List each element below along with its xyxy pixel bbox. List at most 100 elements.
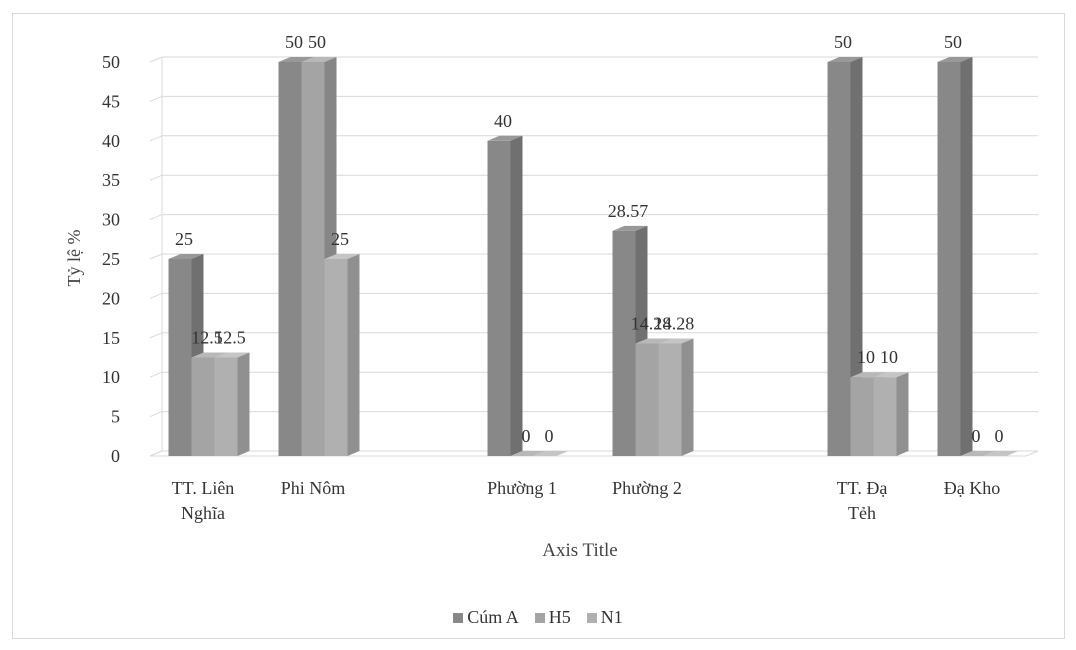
y-tick-label: 45 <box>102 91 120 111</box>
x-tick-label: Phường 1 <box>487 478 557 498</box>
data-label: 0 <box>972 426 981 446</box>
data-label: 0 <box>522 426 531 446</box>
gridline-depth <box>149 174 163 181</box>
legend-label: H5 <box>548 607 571 627</box>
data-label: 0 <box>995 426 1004 446</box>
bar-front <box>937 62 961 456</box>
bar-side <box>681 338 694 456</box>
bar-top <box>635 338 671 344</box>
y-tick-label: 5 <box>111 407 120 427</box>
gridline-depth <box>149 253 163 260</box>
y-tick-label: 40 <box>102 131 120 151</box>
data-label: 50 <box>834 32 852 52</box>
data-label: 25 <box>331 229 349 249</box>
y-tick-label: 20 <box>102 288 120 308</box>
legend-item: Cúm A <box>453 607 519 628</box>
y-tick-label: 35 <box>102 170 120 190</box>
legend-swatch <box>586 612 597 623</box>
y-tick-label: 25 <box>102 249 120 269</box>
bar <box>937 57 973 456</box>
bar <box>487 135 523 457</box>
gridline-depth <box>149 95 163 102</box>
bar-front <box>324 259 348 456</box>
y-tick-label: 15 <box>102 328 120 348</box>
bar-top <box>658 338 694 344</box>
bar-front <box>658 343 682 456</box>
bar <box>827 57 863 456</box>
gridline-depth <box>149 56 163 63</box>
x-tick-label: TT. Đạ <box>837 478 888 498</box>
data-label: 14.28 <box>631 313 672 333</box>
y-tick-label: 50 <box>102 52 120 72</box>
data-label: 50 <box>944 32 962 52</box>
bar <box>510 451 546 456</box>
y-axis-title: Tỷ lệ % <box>64 230 84 287</box>
x-tick-label: Nghĩa <box>181 503 225 523</box>
data-label: 28.57 <box>608 201 649 221</box>
floor-edge <box>1025 450 1039 457</box>
data-label: 50 <box>308 32 326 52</box>
legend-swatch <box>534 612 545 623</box>
bar-top <box>214 352 250 358</box>
data-label: 25 <box>175 229 193 249</box>
x-tick-label: Phường 2 <box>612 478 682 498</box>
bar-top <box>278 57 314 62</box>
legend-item: N1 <box>586 607 623 628</box>
bar <box>324 254 360 456</box>
bar-front <box>873 377 897 456</box>
bar <box>658 338 694 456</box>
bar-top <box>191 352 227 358</box>
bar-side <box>237 352 250 456</box>
bar-front <box>214 357 238 456</box>
legend-label: N1 <box>600 607 623 627</box>
data-label: 12.5 <box>191 328 223 348</box>
legend-swatch <box>453 612 464 623</box>
bar-side <box>896 372 909 456</box>
legend: Cúm A H5 N1 <box>0 607 1076 628</box>
legend-item: H5 <box>534 607 571 628</box>
bar-top <box>168 254 204 259</box>
bar <box>983 451 1019 456</box>
bar-top <box>487 135 523 141</box>
gridline-depth <box>149 135 163 142</box>
gridline-depth <box>149 292 163 299</box>
bar-top <box>324 254 360 259</box>
bar-front <box>278 62 302 456</box>
bar <box>960 451 996 456</box>
data-label: 40 <box>494 111 512 131</box>
x-axis-title: Axis Title <box>542 540 618 561</box>
y-tick-label: 0 <box>111 446 120 466</box>
bar-side <box>347 254 360 456</box>
x-tick-label: TT. Liên <box>172 478 235 498</box>
bar-front <box>612 230 636 456</box>
bar-front <box>487 140 511 457</box>
bar-front <box>827 62 851 456</box>
bar-front <box>301 62 325 456</box>
bar-top <box>983 451 1019 456</box>
bar-front <box>850 377 874 456</box>
x-tick-label: Phi Nôm <box>281 478 346 498</box>
gridline-depth <box>149 411 163 418</box>
x-tick-label: Tẻh <box>848 503 876 523</box>
bar-side <box>850 57 863 456</box>
y-tick-label: 30 <box>102 210 120 230</box>
bar-side <box>510 135 523 457</box>
bar <box>214 352 250 456</box>
bar-top <box>937 57 973 62</box>
bar-side <box>960 57 973 456</box>
data-label: 12.5 <box>214 328 246 348</box>
bar-top <box>850 372 886 378</box>
y-tick-label: 10 <box>102 367 120 387</box>
data-label: 14.28 <box>654 313 695 333</box>
bar-top <box>510 451 546 456</box>
bar-top <box>827 57 863 62</box>
bar-top <box>873 372 909 378</box>
data-label: 10 <box>857 347 875 367</box>
gridline-depth <box>149 450 163 457</box>
gridline-depth <box>149 332 163 339</box>
gridline-depth <box>149 371 163 378</box>
legend-label: Cúm A <box>467 607 519 627</box>
gridline-depth <box>149 214 163 221</box>
bar <box>533 451 569 456</box>
